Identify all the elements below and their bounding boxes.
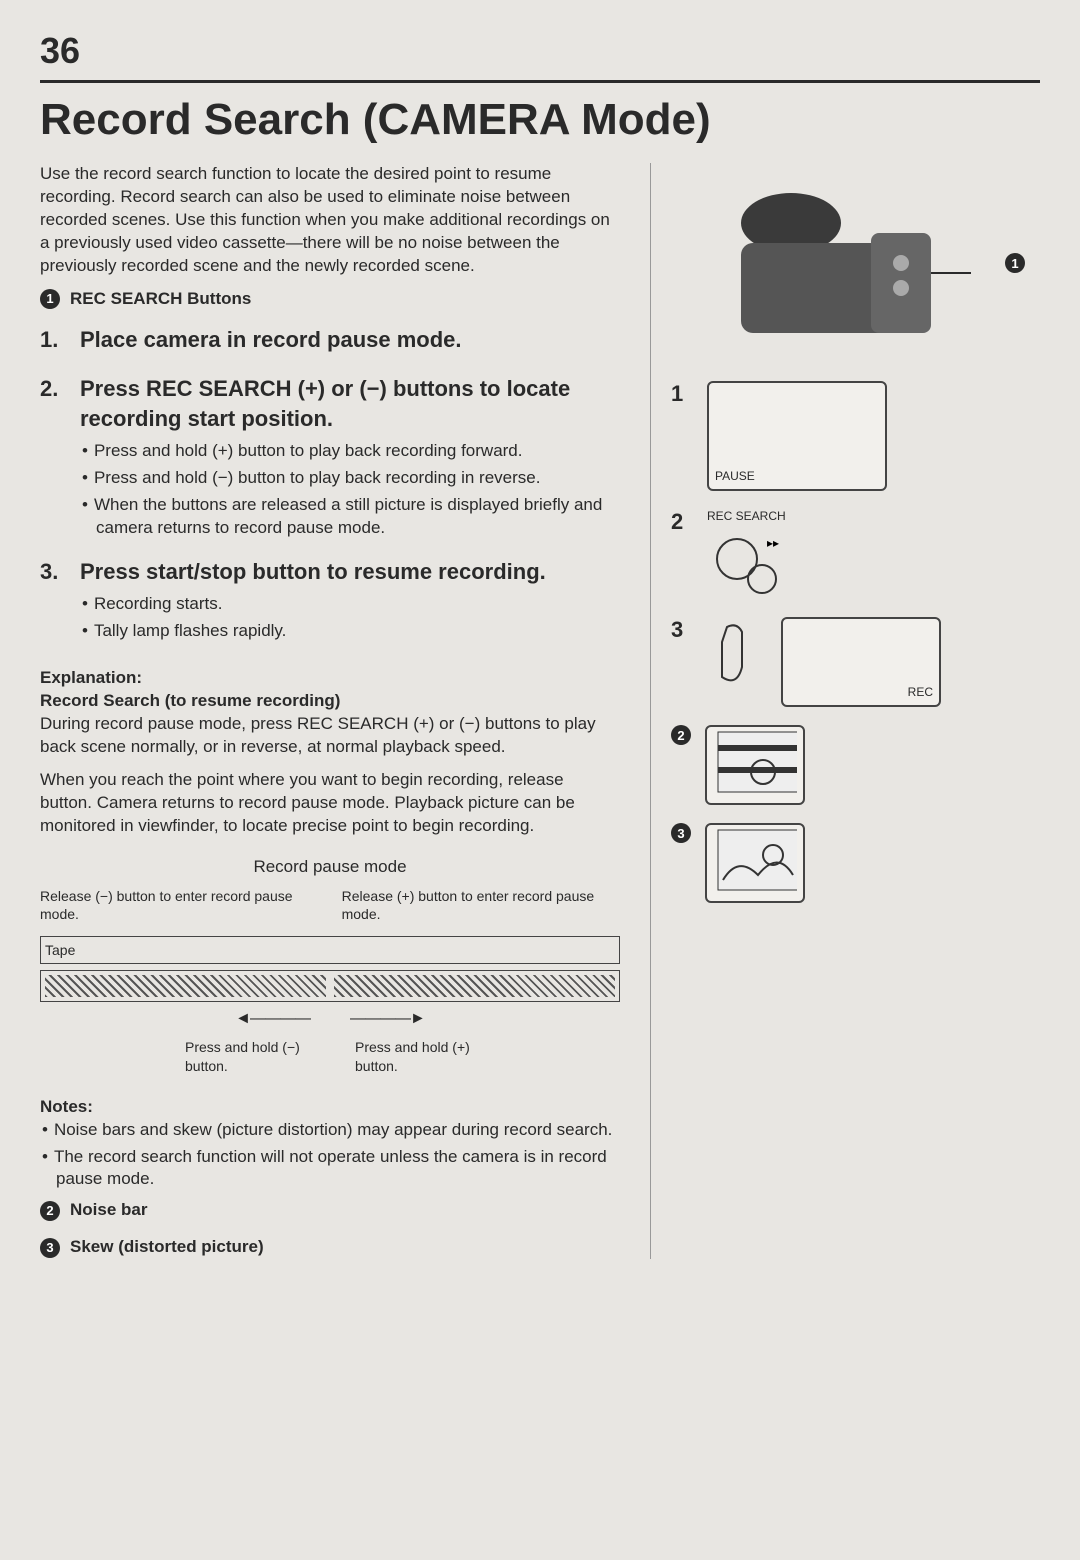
step-2-bullet-2: Press and hold (−) button to play back r… — [82, 467, 620, 490]
release-plus-text: Release (+) button to enter record pause… — [342, 887, 620, 925]
step-2-num: 2. — [40, 374, 66, 543]
figure-circle-3-icon: 3 — [671, 823, 691, 843]
divider — [40, 80, 1040, 83]
hatched-left — [45, 975, 326, 997]
camcorder-icon — [671, 163, 991, 363]
step-3: 3. Press start/stop button to resume rec… — [40, 557, 620, 647]
skew-screen — [705, 823, 805, 903]
pause-screen: PAUSE — [707, 381, 887, 491]
step-3-bullet-1: Recording starts. — [82, 593, 620, 616]
circle-1-icon: 1 — [40, 289, 60, 309]
svg-text:▸▸: ▸▸ — [767, 536, 779, 550]
figure-noise-bar: 2 — [671, 725, 1040, 805]
arrow-left-icon: ◄———— — [235, 1008, 310, 1030]
rec-search-caption: REC SEARCH — [707, 509, 787, 523]
step-2: 2. Press REC SEARCH (+) or (−) buttons t… — [40, 374, 620, 543]
step-3-bullet-2: Tally lamp flashes rapidly. — [82, 620, 620, 643]
figure-1: 1 PAUSE — [671, 381, 1040, 491]
note-2: The record search function will not oper… — [42, 1146, 620, 1192]
thumb-press-icon — [707, 617, 767, 697]
explanation-head: Explanation: — [40, 667, 620, 690]
page-title: Record Search (CAMERA Mode) — [40, 95, 1040, 145]
left-column: Use the record search function to locate… — [40, 163, 620, 1259]
arrow-right-icon: ————► — [350, 1008, 425, 1030]
figure-skew: 3 — [671, 823, 1040, 903]
explanation-sub: Record Search (to resume recording) — [40, 690, 620, 713]
page-number: 36 — [40, 30, 1040, 72]
step-2-bullet-1: Press and hold (+) button to play back r… — [82, 440, 620, 463]
callout-1: 1 REC SEARCH Buttons — [40, 288, 620, 311]
step-2-head: Press REC SEARCH (+) or (−) buttons to l… — [80, 374, 620, 433]
step-1-head: Place camera in record pause mode. — [80, 325, 620, 355]
tape-track — [40, 970, 620, 1002]
figure-circle-2-icon: 2 — [671, 725, 691, 745]
callout-1-label: REC SEARCH Buttons — [70, 288, 251, 311]
hold-minus-text: Press and hold (−) button. — [185, 1038, 305, 1076]
tape-diagram: Record pause mode Release (−) button to … — [40, 856, 620, 1076]
circle-3-icon: 3 — [40, 1238, 60, 1258]
figure-2: 2 REC SEARCH ▸▸ — [671, 509, 1040, 599]
right-column: 1 1 PAUSE 2 REC SEARCH ▸▸ 3 — [650, 163, 1040, 1259]
callout-3-label: Skew (distorted picture) — [70, 1236, 264, 1259]
circle-2-icon: 2 — [40, 1201, 60, 1221]
camera-figure: 1 — [671, 163, 1040, 363]
callout-2: 2 Noise bar — [40, 1199, 620, 1222]
step-2-bullet-3: When the buttons are released a still pi… — [82, 494, 620, 540]
rec-screen: REC — [781, 617, 941, 707]
step-3-num: 3. — [40, 557, 66, 647]
notes-head: Notes: — [40, 1096, 620, 1119]
hand-press-icon: ▸▸ — [707, 529, 787, 599]
hold-plus-text: Press and hold (+) button. — [355, 1038, 475, 1076]
note-1: Noise bars and skew (picture distortion)… — [42, 1119, 620, 1142]
release-minus-text: Release (−) button to enter record pause… — [40, 887, 318, 925]
figure-3-label: 3 — [671, 617, 693, 643]
callout-2-label: Noise bar — [70, 1199, 147, 1222]
explanation-p1: During record pause mode, press REC SEAR… — [40, 713, 620, 759]
figure-3: 3 REC — [671, 617, 1040, 707]
figure-circle-1-icon: 1 — [1005, 253, 1025, 273]
noise-bar-screen — [705, 725, 805, 805]
intro-text: Use the record search function to locate… — [40, 163, 620, 278]
noise-bar-icon — [713, 727, 797, 797]
callout-3: 3 Skew (distorted picture) — [40, 1236, 620, 1259]
diagram-title: Record pause mode — [40, 856, 620, 879]
tape-label-box: Tape — [40, 936, 620, 964]
figure-2-label: 2 — [671, 509, 693, 535]
rec-caption: REC — [908, 685, 933, 699]
pause-caption: PAUSE — [715, 469, 755, 483]
step-1: 1. Place camera in record pause mode. — [40, 325, 620, 361]
explanation-p2: When you reach the point where you want … — [40, 769, 620, 838]
tape-label: Tape — [45, 941, 75, 960]
skew-icon — [713, 825, 797, 895]
hatched-right — [334, 975, 615, 997]
step-1-num: 1. — [40, 325, 66, 361]
step-3-head: Press start/stop button to resume record… — [80, 557, 620, 587]
figure-1-label: 1 — [671, 381, 693, 407]
